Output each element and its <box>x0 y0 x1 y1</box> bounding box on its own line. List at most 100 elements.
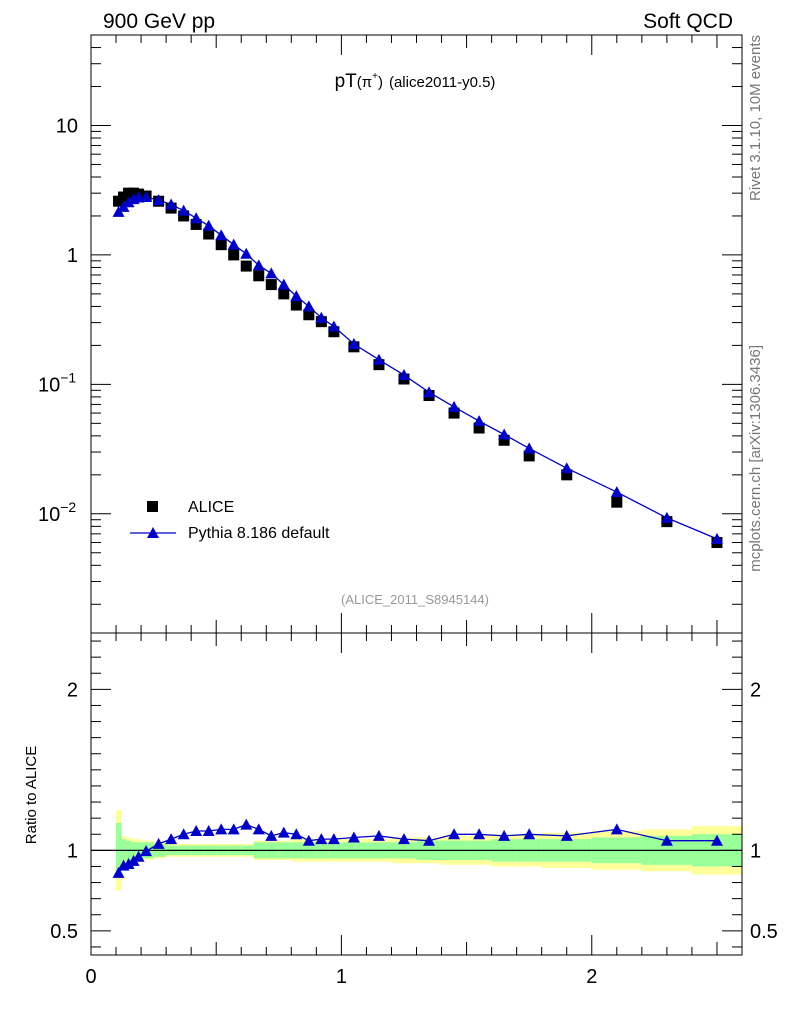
ratio-pythia-point <box>327 833 340 845</box>
pythia-point <box>498 428 511 440</box>
alice-point <box>611 496 623 508</box>
ratio-pythia-point <box>215 823 228 835</box>
ratio-y-tick-label-left: 1 <box>67 840 78 862</box>
alice-point <box>265 279 277 291</box>
pythia-point <box>315 311 328 323</box>
pythia-point <box>397 369 410 381</box>
ratio-pythia-point <box>498 829 511 841</box>
pythia-point <box>372 353 385 365</box>
alice-point <box>473 422 485 434</box>
ratio-pythia-point <box>140 845 153 857</box>
ratio-pythia-point <box>132 850 145 862</box>
title-tag: (alice2011-y0.5) <box>389 74 495 91</box>
ratio-pythia-point <box>372 829 385 841</box>
chart-title: pT(π+) (alice2011-y0.5) <box>335 71 496 92</box>
ratio-pythia-point <box>277 826 290 838</box>
alice-point <box>253 270 265 282</box>
ratio-y-tick-label-left: 0.5 <box>50 921 78 943</box>
ratio-pythia-point <box>315 833 328 845</box>
y-tick-label-exponent: −1 <box>60 369 76 385</box>
ratio-ylabel: Ratio to ALICE <box>23 746 40 844</box>
pythia-point <box>240 247 253 259</box>
alice-point <box>190 218 202 230</box>
header-left: 900 GeV pp <box>103 10 215 33</box>
ratio-pythia-point <box>660 834 673 846</box>
alice-point <box>328 326 340 338</box>
legend-label-alice: ALICE <box>188 499 234 516</box>
ratio-data <box>112 818 723 878</box>
x-tick-label: 0 <box>85 966 96 988</box>
pythia-point <box>190 212 203 224</box>
ratio-pythia-point <box>347 831 360 843</box>
y-tick-label: 10−1 <box>38 369 76 396</box>
pythia-point <box>265 267 278 279</box>
y-tick-label-exponent: −2 <box>60 499 76 515</box>
ratio-pythia-point <box>473 828 486 840</box>
pythia-point <box>177 204 190 216</box>
pythia-point <box>227 238 240 250</box>
ratio-pythia-point <box>302 834 315 846</box>
ratio-pythia-point <box>252 823 265 835</box>
y-tick-label: 10 <box>56 115 78 137</box>
pythia-line <box>118 196 718 540</box>
alice-point <box>498 434 510 446</box>
analysis-watermark: (ALICE_2011_S8945144) <box>341 592 489 607</box>
pythia-point <box>165 198 178 210</box>
ratio-pythia-point <box>202 825 215 837</box>
alice-point <box>215 239 227 251</box>
ratio-pythia-point <box>397 833 410 845</box>
ratio-pythia-point <box>448 828 461 840</box>
y-tick-label-base: 10 <box>38 374 60 396</box>
legend: ALICE Pythia 8.186 default <box>130 499 330 542</box>
alice-point <box>228 249 240 261</box>
ratio-y-tick-label-right: 1 <box>750 840 761 862</box>
pythia-point <box>252 259 265 271</box>
ratio-y-tick-label-left: 2 <box>67 679 78 701</box>
pythia-point <box>423 386 436 398</box>
alice-point <box>278 288 290 300</box>
ratio-pythia-point <box>290 828 303 840</box>
title-particle: (π <box>357 74 372 91</box>
ratio-pythia-point <box>122 858 135 870</box>
pythia-point <box>140 191 153 203</box>
alice-point <box>523 450 535 462</box>
pythia-point <box>152 194 165 206</box>
ratio-pythia-point <box>190 825 203 837</box>
ratio-pythia-point <box>177 828 190 840</box>
pythia-point <box>122 196 135 208</box>
ratio-pythia-point <box>523 828 536 840</box>
pythia-point <box>290 290 303 302</box>
ratio-pythia-point <box>265 829 278 841</box>
legend-marker-pythia <box>147 527 159 538</box>
header-right: Soft QCD <box>643 10 733 33</box>
y-tick-label: 10−2 <box>38 499 76 526</box>
ratio-bands <box>91 810 742 891</box>
pythia-point <box>202 219 215 231</box>
title-charge: + <box>372 71 378 82</box>
legend-marker-alice <box>147 501 158 512</box>
ratio-pythia-point <box>112 866 125 878</box>
ratio-ticks: 0.5 0.5 1 1 2 2 0 1 2 <box>50 633 778 988</box>
title-pt: pT <box>335 71 358 92</box>
ratio-pythia-point <box>423 834 436 846</box>
alice-point <box>290 299 302 311</box>
pythia-point <box>215 229 228 241</box>
pythia-point <box>277 278 290 290</box>
alice-point <box>448 407 460 419</box>
pythia-point <box>710 532 723 544</box>
pythia-point <box>660 511 673 523</box>
pythia-point <box>523 442 536 454</box>
ratio-y-tick-label-right: 0.5 <box>750 921 778 943</box>
x-tick-label: 1 <box>336 966 347 988</box>
pythia-point <box>327 320 340 332</box>
pythia-point <box>610 486 623 498</box>
rivet-version-label: Rivet 3.1.10, 10M events <box>747 35 764 201</box>
ratio-pythia-point <box>710 834 723 846</box>
pythia-point <box>302 300 315 312</box>
alice-point <box>240 260 252 272</box>
y-tick-label: 1 <box>67 245 78 267</box>
alice-point <box>303 309 315 321</box>
